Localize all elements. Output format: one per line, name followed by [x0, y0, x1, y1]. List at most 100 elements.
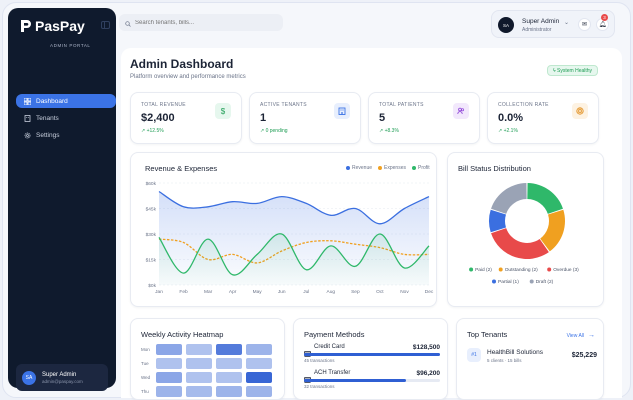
sidebar-item-label: Tenants — [36, 114, 59, 122]
chart-title: Bill Status Distribution — [458, 164, 531, 173]
payment-method-bar — [304, 379, 440, 382]
heatmap-cell[interactable] — [246, 372, 272, 383]
payment-methods-card: Payment Methods Credit Card $128,500 45 … — [293, 318, 448, 400]
gear-icon — [24, 132, 31, 139]
heatmap-cell[interactable] — [216, 344, 242, 355]
notification-badge: 3 — [601, 14, 608, 21]
payment-method-row[interactable]: Credit Card $128,500 45 transactions — [304, 344, 440, 363]
donut-slice — [527, 183, 563, 214]
card-title: Payment Methods — [304, 330, 365, 339]
brand-name: PasPay — [35, 18, 85, 34]
x-tick-label: Jul — [303, 289, 309, 295]
brand-subtitle: ADMIN PORTAL — [50, 43, 91, 48]
status-badge: ϟ System Healthy — [547, 65, 599, 76]
view-all-link[interactable]: View All → — [567, 332, 595, 339]
payment-method-amount: $96,200 — [416, 370, 441, 377]
series-area — [159, 233, 429, 285]
payment-method-amount: $128,500 — [412, 344, 440, 351]
heatmap-cell[interactable] — [186, 372, 212, 383]
legend-label: Overdue (3) — [553, 267, 579, 273]
dollar-icon: $ — [215, 103, 231, 119]
stat-card-tenants[interactable]: ACTIVE TENANTS 1 ↗ 0 pending — [249, 92, 361, 144]
legend-label: Draft (2) — [536, 279, 554, 285]
stat-value: $2,400 — [141, 112, 175, 124]
y-tick-label: $0k — [148, 283, 156, 289]
heatmap-cell[interactable] — [216, 372, 242, 383]
payment-method-count: 32 transactions — [304, 384, 335, 389]
sidebar-item-label: Dashboard — [36, 97, 68, 105]
heatmap-cell[interactable] — [246, 386, 272, 397]
x-tick-label: Jan — [155, 289, 163, 295]
heatmap-cell[interactable] — [186, 358, 212, 369]
card-title: Top Tenants — [467, 330, 508, 339]
legend-label: Partial (1) — [498, 279, 519, 285]
payment-method-row[interactable]: ACH Transfer $96,200 32 transactions — [304, 370, 441, 389]
series-line — [158, 233, 430, 276]
revenue-chart-card: Revenue & Expenses Revenue Expenses Prof… — [130, 152, 437, 307]
donut-slice — [489, 209, 506, 233]
page-subtitle: Platform overview and performance metric… — [130, 74, 246, 80]
sidebar-item-dashboard[interactable]: Dashboard — [16, 94, 116, 108]
stat-label: COLLECTION RATE — [498, 102, 549, 108]
heatmap-cell[interactable] — [156, 358, 182, 369]
grid-icon — [23, 97, 32, 105]
heatmap-cell[interactable] — [246, 344, 272, 355]
x-tick-label: May — [253, 289, 263, 295]
top-tenants-card: Top Tenants View All → #1 HealthBill Sol… — [456, 318, 604, 400]
avatar: SA — [498, 17, 514, 33]
card-title: Weekly Activity Heatmap — [141, 330, 224, 339]
x-tick-label: Aug — [327, 289, 336, 295]
heatmap-cell[interactable] — [186, 344, 212, 355]
y-tick-label: $30k — [146, 232, 157, 238]
stat-card-collection[interactable]: COLLECTION RATE 0.0% ↗ +2.1% — [487, 92, 599, 144]
tenant-row[interactable]: #1 HealthBill Solutions 5 clients · 15 b… — [467, 346, 597, 368]
stat-label: ACTIVE TENANTS — [260, 102, 307, 108]
sidebar-user[interactable]: SA Super Admin admin@paspay.com — [16, 364, 108, 391]
donut-slice — [491, 228, 549, 259]
user-role: Administrator — [522, 27, 552, 33]
stat-value: 1 — [260, 112, 267, 124]
heatmap-cell[interactable] — [156, 386, 182, 397]
tenant-amount: $25,229 — [571, 352, 597, 359]
tenant-rank: #1 — [467, 348, 481, 362]
x-tick-label: Oct — [376, 289, 384, 295]
heatmap-cell[interactable] — [216, 386, 242, 397]
stat-card-revenue[interactable]: TOTAL REVENUE $2,400 ↗ +12.5% $ — [130, 92, 242, 144]
heatmap-row-label: Wed — [141, 375, 151, 380]
sidebar-toggle-icon[interactable] — [101, 21, 110, 29]
x-tick-label: Dec — [425, 289, 434, 295]
brand-logo[interactable]: PasPay — [20, 18, 85, 34]
logo-icon — [20, 19, 32, 33]
x-tick-label: Feb — [179, 289, 188, 295]
mail-icon[interactable]: ✉ — [578, 18, 591, 31]
sidebar-nav: Dashboard Tenants Settings — [16, 94, 116, 145]
y-tick-label: $45k — [146, 207, 157, 213]
legend-item: Expenses — [378, 165, 406, 171]
legend-dot — [547, 267, 552, 272]
sidebar-item-tenants[interactable]: Tenants — [16, 111, 116, 125]
heatmap-cell[interactable] — [246, 358, 272, 369]
y-tick-label: $60k — [146, 181, 157, 187]
tenant-meta: 5 clients · 15 bills — [487, 358, 522, 363]
user-menu[interactable]: SA Super Admin Administrator ⌄ ✉ 🔔︎ — [491, 10, 615, 38]
legend-label: Paid (2) — [475, 267, 492, 273]
x-tick-label: Nov — [400, 289, 409, 295]
legend-label: Outstanding (2) — [505, 267, 538, 273]
x-tick-label: Sep — [351, 289, 360, 295]
stat-card-patients[interactable]: TOTAL PATIENTS 5 ↗ +8.3% — [368, 92, 480, 144]
sidebar-item-settings[interactable]: Settings — [16, 128, 116, 142]
heatmap-cell[interactable] — [216, 358, 242, 369]
chevron-down-icon: ⌄ — [564, 20, 570, 26]
revenue-line-chart: $0k $15k $30k $45k $60k Jan Feb Mar Apr May Jun Jul… — [146, 181, 434, 295]
search-input[interactable] — [135, 19, 275, 26]
target-icon — [572, 103, 588, 119]
users-icon — [453, 103, 469, 119]
heatmap-cell[interactable] — [186, 386, 212, 397]
heatmap-cell[interactable] — [156, 344, 182, 355]
payment-method-count: 45 transactions — [304, 358, 335, 363]
search-bar[interactable] — [119, 14, 283, 31]
stat-change: ↗ 0 pending — [260, 128, 288, 134]
user-name: Super Admin — [42, 371, 77, 378]
heatmap-cell[interactable] — [156, 372, 182, 383]
user-name: Super Admin — [522, 18, 560, 25]
